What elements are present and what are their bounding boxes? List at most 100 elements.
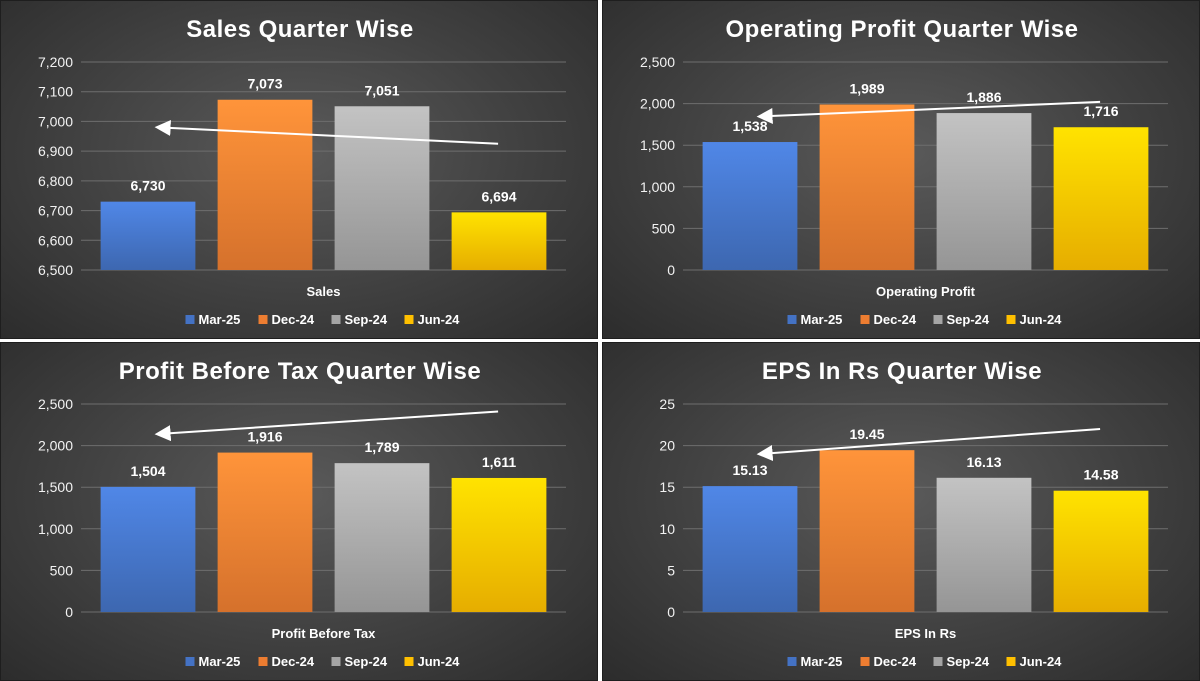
y-tick-label: 1,000 [38,521,73,537]
data-label: 19.45 [849,426,884,442]
profit-before-tax-chart-panel: Profit Before Tax Quarter Wise 0 500 1,000 1… [0,342,598,681]
bar-mar-25 [100,201,196,270]
legend-label: Jun-24 [418,312,461,327]
category-label: Profit Before Tax [272,626,377,641]
chart-title: Profit Before Tax Quarter Wise [119,358,481,385]
legend-label: Dec-24 [272,654,315,669]
sales-chart-panel: Sales Quarter Wise 6,500 6,600 6,700 6,800 6,… [0,0,598,339]
legend-swatch [404,315,414,324]
data-label: 1,789 [364,439,399,455]
bar-jun-24 [1053,127,1149,271]
legend-label: Dec-24 [272,312,315,327]
legend-label: Sep-24 [345,654,388,669]
data-label: 7,073 [247,76,282,92]
category-label: EPS In Rs [895,626,956,641]
legend-label: Jun-24 [1020,312,1063,327]
y-tick-label: 500 [652,220,676,236]
y-tick-label: 6,700 [38,203,73,219]
bar-dec-24 [217,99,313,270]
bar-mar-25 [702,142,798,270]
y-tick-label: 15 [659,479,675,495]
y-tick-label: 6,900 [38,143,73,159]
bar-dec-24 [819,104,915,270]
legend-label: Sep-24 [947,312,990,327]
y-tick-label: 0 [667,604,675,620]
chart-svg: Operating Profit Quarter Wise 0 500 1,000 1,… [640,16,1168,327]
data-label: 1,611 [482,454,516,470]
legend-swatch [1006,315,1016,324]
eps-chart-panel: EPS In Rs Quarter Wise 0 5 10 15 20 25 15.13 19.… [602,342,1200,681]
legend-swatch [787,315,797,324]
y-tick-label: 7,100 [38,84,73,100]
y-tick-label: 2,000 [640,96,675,112]
y-tick-label: 6,800 [38,173,73,189]
legend-swatch [933,657,943,666]
legend-swatch [1006,657,1016,666]
legend-label: Mar-25 [801,312,843,327]
data-label: 6,694 [481,188,516,204]
legend-swatch [258,315,268,324]
legend-swatch [787,657,797,666]
legend-swatch [860,315,870,324]
legend-label: Mar-25 [199,312,241,327]
legend-swatch [933,315,943,324]
y-tick-label: 1,500 [38,479,73,495]
chart-title: Sales Quarter Wise [186,16,414,43]
data-label: 16.13 [966,454,1001,470]
legend-label: Jun-24 [418,654,461,669]
y-tick-label: 2,500 [38,396,73,412]
bar-jun-24 [1053,490,1149,612]
trend-arrow [756,427,1101,462]
y-tick-label: 25 [659,396,675,412]
legend-label: Sep-24 [345,312,388,327]
trend-arrow [154,410,499,442]
y-tick-label: 1,500 [640,137,675,153]
legend-label: Sep-24 [947,654,990,669]
y-tick-label: 5 [667,562,675,578]
legend-label: Jun-24 [1020,654,1063,669]
chart-svg: Sales Quarter Wise 6,500 6,600 6,700 6,800 6,… [38,16,566,327]
data-label: 14.58 [1083,467,1118,483]
data-label: 15.13 [732,462,767,478]
bar-sep-24 [936,113,1032,270]
chart-title: EPS In Rs Quarter Wise [762,358,1042,385]
category-label: Operating Profit [876,284,976,299]
legend-swatch [860,657,870,666]
data-label: 1,716 [1083,103,1118,119]
bar-dec-24 [217,452,313,612]
legend-label: Mar-25 [199,654,241,669]
data-label: 1,886 [966,89,1001,105]
bar-jun-24 [451,212,547,270]
legend-swatch [185,657,195,666]
data-label: 7,051 [364,82,399,98]
bar-sep-24 [936,477,1032,612]
y-tick-label: 7,000 [38,113,73,129]
legend-swatch [331,315,341,324]
data-label: 1,989 [849,81,884,97]
y-tick-label: 2,000 [38,438,73,454]
legend-swatch [185,315,195,324]
legend-swatch [404,657,414,666]
y-tick-label: 500 [50,562,74,578]
legend-swatch [258,657,268,666]
category-label: Sales [307,284,341,299]
trend-arrow [154,119,499,145]
chart-title: Operating Profit Quarter Wise [725,16,1078,43]
chart-svg: Profit Before Tax Quarter Wise 0 500 1,000 1… [38,358,566,669]
y-tick-label: 6,500 [38,262,73,278]
chart-svg: EPS In Rs Quarter Wise 0 5 10 15 20 25 15.13 19.… [659,358,1168,669]
legend-swatch [331,657,341,666]
y-tick-label: 0 [667,262,675,278]
legend-label: Dec-24 [874,654,917,669]
bar-jun-24 [451,477,547,612]
bar-dec-24 [819,450,915,612]
y-tick-label: 0 [65,604,73,620]
bar-mar-25 [702,486,798,612]
y-tick-label: 7,200 [38,54,73,70]
bar-sep-24 [334,106,430,270]
y-tick-label: 20 [659,438,675,454]
data-label: 6,730 [130,178,165,194]
bar-mar-25 [100,486,196,612]
y-tick-label: 2,500 [640,54,675,70]
y-tick-label: 6,600 [38,232,73,248]
